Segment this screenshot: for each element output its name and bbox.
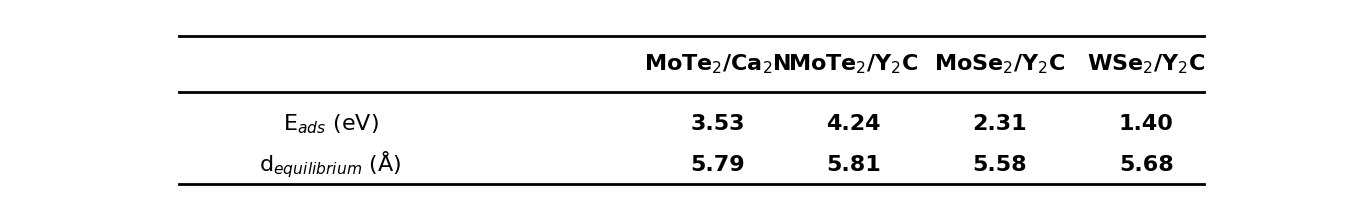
- Text: 5.81: 5.81: [826, 155, 881, 175]
- Text: 3.53: 3.53: [691, 114, 745, 134]
- Text: MoSe$_2$/Y$_2$C: MoSe$_2$/Y$_2$C: [935, 52, 1066, 75]
- Text: 5.58: 5.58: [973, 155, 1027, 175]
- Text: WSe$_2$/Y$_2$C: WSe$_2$/Y$_2$C: [1087, 52, 1205, 75]
- Text: MoTe$_2$/Ca$_2$N: MoTe$_2$/Ca$_2$N: [643, 52, 791, 75]
- Text: 1.40: 1.40: [1118, 114, 1174, 134]
- Text: 5.79: 5.79: [691, 155, 745, 175]
- Text: 5.68: 5.68: [1118, 155, 1174, 175]
- Text: 4.24: 4.24: [826, 114, 881, 134]
- Text: MoTe$_2$/Y$_2$C: MoTe$_2$/Y$_2$C: [788, 52, 919, 75]
- Text: d$_{equilibrium}$ (Å): d$_{equilibrium}$ (Å): [259, 150, 402, 181]
- Text: 2.31: 2.31: [973, 114, 1027, 134]
- Text: E$_{ads}$ (eV): E$_{ads}$ (eV): [283, 112, 379, 136]
